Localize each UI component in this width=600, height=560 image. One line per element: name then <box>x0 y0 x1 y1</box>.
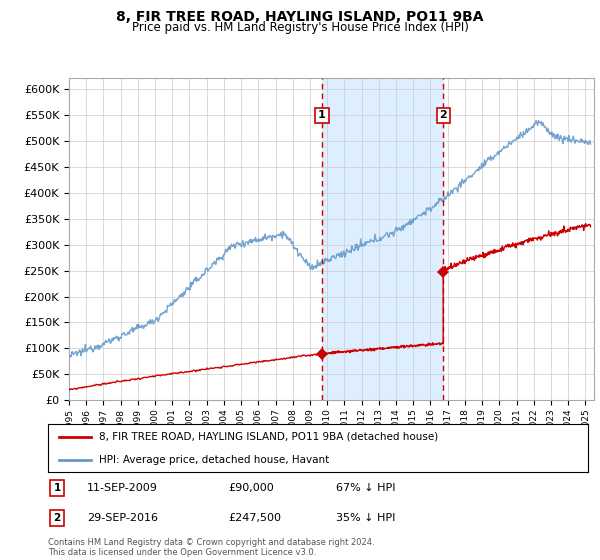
Text: 8, FIR TREE ROAD, HAYLING ISLAND, PO11 9BA (detached house): 8, FIR TREE ROAD, HAYLING ISLAND, PO11 9… <box>100 432 439 442</box>
Text: 11-SEP-2009: 11-SEP-2009 <box>87 483 158 493</box>
Text: HPI: Average price, detached house, Havant: HPI: Average price, detached house, Hava… <box>100 455 329 465</box>
Text: £90,000: £90,000 <box>228 483 274 493</box>
Text: 35% ↓ HPI: 35% ↓ HPI <box>336 513 395 523</box>
Text: 29-SEP-2016: 29-SEP-2016 <box>87 513 158 523</box>
Text: 1: 1 <box>53 483 61 493</box>
Text: 8, FIR TREE ROAD, HAYLING ISLAND, PO11 9BA: 8, FIR TREE ROAD, HAYLING ISLAND, PO11 9… <box>116 10 484 24</box>
Bar <box>322 78 443 400</box>
Text: 1: 1 <box>318 110 326 120</box>
Text: 67% ↓ HPI: 67% ↓ HPI <box>336 483 395 493</box>
Text: 2: 2 <box>439 110 447 120</box>
Text: 2: 2 <box>53 513 61 523</box>
Text: Contains HM Land Registry data © Crown copyright and database right 2024.
This d: Contains HM Land Registry data © Crown c… <box>48 538 374 557</box>
Text: £247,500: £247,500 <box>228 513 281 523</box>
Text: Price paid vs. HM Land Registry's House Price Index (HPI): Price paid vs. HM Land Registry's House … <box>131 21 469 34</box>
